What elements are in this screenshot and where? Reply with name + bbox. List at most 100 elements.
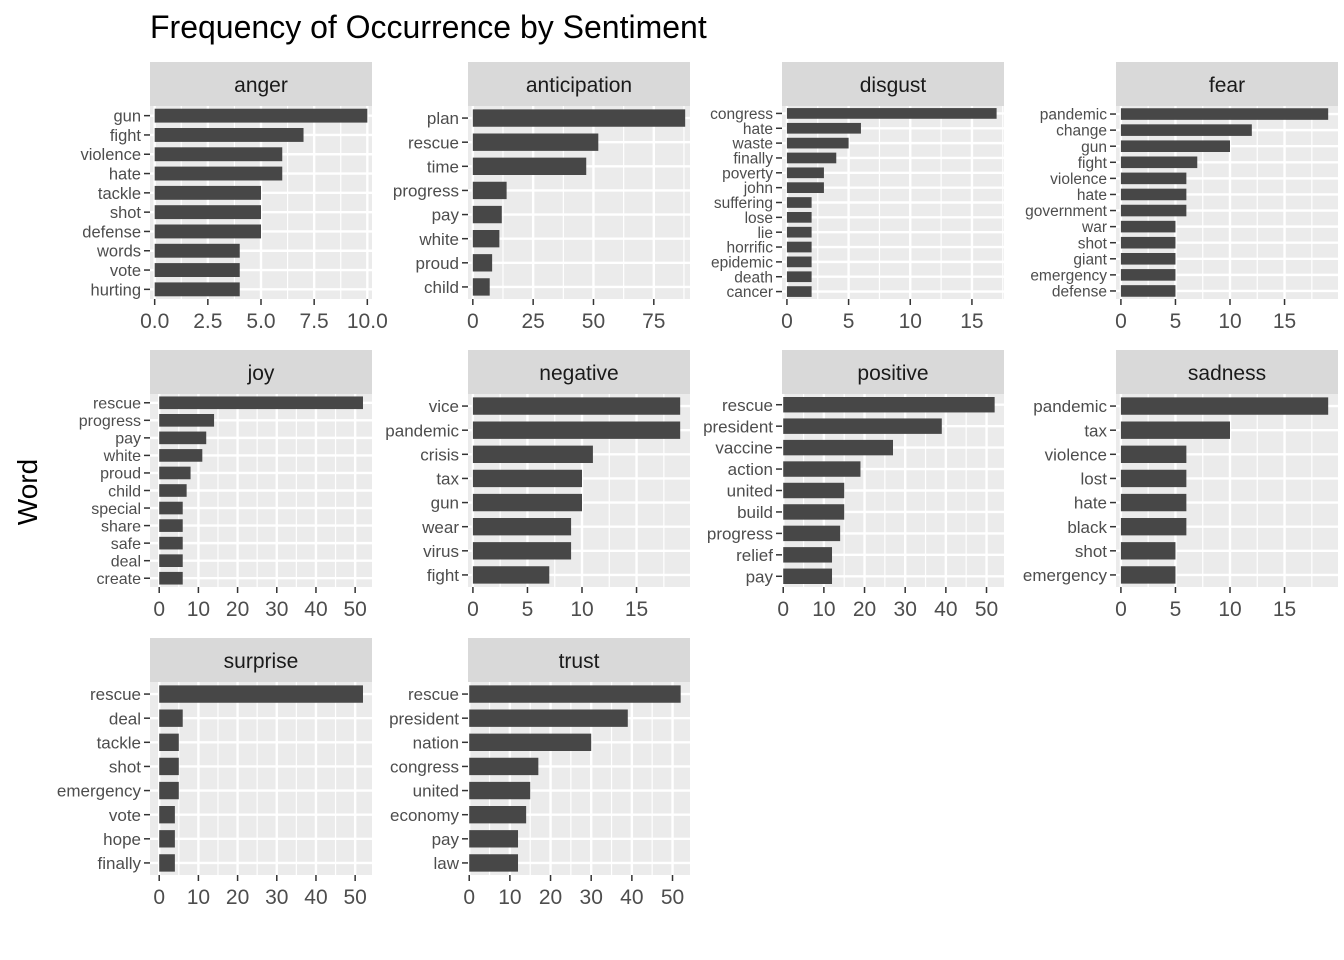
category-label: suffering bbox=[714, 195, 773, 212]
x-tick-label: 0 bbox=[463, 886, 475, 909]
facet-panel bbox=[1116, 106, 1338, 299]
category-label: tackle bbox=[98, 185, 141, 203]
category-label: death bbox=[734, 269, 773, 286]
bar bbox=[1120, 493, 1187, 512]
category-label: pandemic bbox=[1040, 107, 1107, 124]
category-label: john bbox=[743, 180, 773, 197]
x-tick-label: 10 bbox=[899, 310, 922, 333]
bar bbox=[783, 568, 833, 584]
bar bbox=[472, 445, 593, 463]
x-tick-label: 40 bbox=[620, 886, 643, 909]
category-label: proud bbox=[416, 254, 459, 273]
bar bbox=[159, 854, 175, 872]
bar bbox=[786, 256, 812, 268]
category-label: action bbox=[728, 460, 773, 479]
x-tick-label: 15 bbox=[1273, 598, 1296, 621]
category-label: words bbox=[96, 243, 141, 261]
bar bbox=[159, 685, 363, 703]
bar bbox=[786, 167, 824, 179]
category-label: poverty bbox=[722, 165, 773, 182]
bar bbox=[154, 224, 261, 239]
bar bbox=[154, 185, 261, 200]
category-label: black bbox=[1067, 518, 1107, 537]
bar bbox=[472, 230, 500, 248]
x-tick-label: 15 bbox=[960, 310, 983, 333]
category-label: change bbox=[1056, 123, 1107, 140]
x-tick-label: 30 bbox=[265, 598, 288, 621]
facet-surprise: surprise 0 10 20 30 40 50 rescue deal tackle shot e… bbox=[57, 638, 372, 909]
bar bbox=[786, 152, 837, 164]
facet-sadness: sadness 0 5 10 15 pandemic tax violence lost hate… bbox=[1023, 350, 1338, 621]
bar bbox=[786, 137, 849, 149]
category-label: nation bbox=[413, 733, 459, 752]
bar bbox=[1120, 220, 1176, 233]
bar bbox=[472, 566, 550, 584]
bar bbox=[783, 482, 845, 499]
bar bbox=[1120, 285, 1176, 297]
x-tick-label: 15 bbox=[1273, 310, 1296, 333]
bar bbox=[472, 205, 502, 224]
x-tick-label: 0 bbox=[781, 310, 793, 333]
bar bbox=[154, 108, 368, 123]
bar bbox=[786, 241, 812, 253]
category-label: rescue bbox=[722, 396, 773, 415]
category-label: rescue bbox=[90, 685, 141, 704]
bar bbox=[154, 147, 283, 162]
category-label: president bbox=[389, 709, 459, 728]
category-label: shot bbox=[110, 204, 142, 222]
category-label: congress bbox=[390, 758, 459, 777]
bar bbox=[159, 431, 207, 445]
bar bbox=[469, 781, 531, 800]
bar bbox=[154, 282, 240, 297]
category-label: shot bbox=[1078, 235, 1108, 252]
bar bbox=[1120, 542, 1176, 560]
category-label: fight bbox=[110, 127, 142, 145]
x-tick-label: 0 bbox=[153, 598, 165, 621]
x-tick-label: 50 bbox=[975, 598, 998, 621]
category-label: emergency bbox=[1030, 267, 1107, 284]
facet-strip-label: positive bbox=[857, 362, 928, 385]
facet-disgust: disgust 0 5 10 15 congresshatewastefinallypov… bbox=[710, 62, 1004, 333]
x-tick-label: 0 bbox=[467, 310, 479, 333]
category-label: plan bbox=[427, 109, 459, 128]
bar bbox=[159, 554, 183, 567]
facet-strip bbox=[468, 638, 690, 682]
x-tick-label: 30 bbox=[580, 886, 603, 909]
facet-strip bbox=[150, 350, 372, 394]
bar bbox=[472, 421, 681, 439]
category-label: create bbox=[97, 571, 142, 588]
category-label: finally bbox=[98, 854, 142, 873]
bar bbox=[469, 733, 592, 751]
bar bbox=[783, 504, 845, 520]
bar bbox=[472, 109, 686, 127]
x-tick-label: 30 bbox=[894, 598, 917, 621]
facet-strip-label: trust bbox=[559, 650, 600, 673]
bar bbox=[159, 501, 183, 515]
facet-strip-label: sadness bbox=[1188, 362, 1266, 385]
x-tick-label: 20 bbox=[226, 886, 249, 909]
bar bbox=[783, 461, 861, 477]
category-label: vote bbox=[109, 806, 141, 825]
bar bbox=[472, 278, 490, 296]
category-label: safe bbox=[111, 536, 141, 553]
bar bbox=[786, 122, 861, 134]
category-label: emergency bbox=[1023, 566, 1108, 585]
category-label: wear bbox=[421, 518, 459, 537]
category-label: horrific bbox=[726, 240, 773, 257]
bar bbox=[469, 854, 519, 872]
category-label: fight bbox=[427, 566, 459, 585]
category-label: vote bbox=[110, 262, 141, 280]
bar bbox=[786, 182, 824, 193]
x-tick-label: 0 bbox=[777, 598, 789, 621]
x-tick-label: 75 bbox=[642, 310, 665, 333]
category-label: fight bbox=[1078, 155, 1108, 172]
facet-strip bbox=[782, 350, 1004, 394]
x-tick-label: 50 bbox=[343, 886, 366, 909]
bar bbox=[154, 166, 283, 181]
bar bbox=[472, 181, 507, 200]
bar bbox=[469, 709, 628, 727]
x-tick-label: 0 bbox=[467, 598, 479, 621]
category-label: government bbox=[1025, 203, 1108, 220]
